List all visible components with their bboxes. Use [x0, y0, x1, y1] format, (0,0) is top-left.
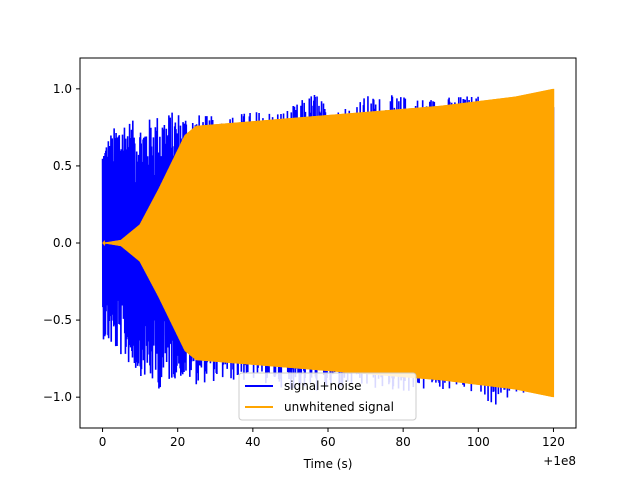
legend-label-signal-noise: signal+noise: [284, 379, 361, 393]
x-axis: 0 20 40 60 80 100 120: [99, 428, 565, 449]
y-tick-label: −1.0: [43, 390, 72, 404]
legend: signal+noise unwhitened signal: [238, 372, 417, 421]
x-tick-label: 0: [99, 435, 107, 449]
legend-box: [238, 372, 417, 421]
x-tick-label: 80: [396, 435, 411, 449]
legend-label-unwhitened-signal: unwhitened signal: [284, 400, 394, 414]
x-tick-label: 100: [467, 435, 490, 449]
y-tick-label: −0.5: [43, 313, 72, 327]
y-axis: −1.0 −0.5 0.0 0.5 1.0: [43, 82, 80, 404]
x-axis-label: Time (s): [303, 457, 353, 471]
y-tick-label: 0.0: [53, 236, 72, 250]
x-tick-label: 20: [170, 435, 185, 449]
y-tick-label: 1.0: [53, 82, 72, 96]
series-layer: [101, 88, 555, 405]
y-tick-label: 0.5: [53, 159, 72, 173]
x-tick-label: 40: [245, 435, 260, 449]
x-axis-offset-label: +1e8: [543, 454, 576, 468]
series-unwhitened-signal-fill: [102, 88, 554, 398]
x-tick-label: 60: [320, 435, 335, 449]
x-tick-label: 120: [542, 435, 565, 449]
